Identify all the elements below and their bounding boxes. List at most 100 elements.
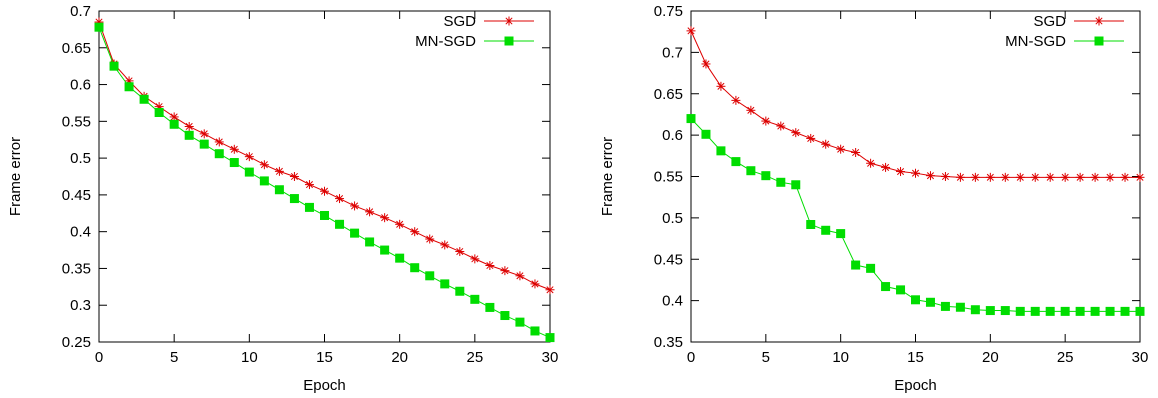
- data-point: [425, 234, 435, 244]
- data-point: [320, 186, 329, 196]
- data-point: [776, 121, 786, 131]
- marker-stroke: [971, 173, 979, 181]
- data-point: [1015, 172, 1025, 182]
- marker-stroke: [1091, 173, 1099, 181]
- data-point: [350, 228, 360, 238]
- data-point: [806, 133, 816, 143]
- marker-stroke: [822, 140, 830, 148]
- data-point: [425, 271, 435, 281]
- marker-stroke: [516, 272, 524, 280]
- data-point: [896, 285, 906, 295]
- y-tick-label: 0.65: [654, 86, 683, 103]
- data-point: [545, 285, 555, 295]
- data-point: [214, 149, 224, 159]
- marker-stroke: [366, 208, 374, 216]
- data-point: [545, 333, 555, 343]
- marker-stroke: [896, 167, 905, 176]
- data-point: [289, 172, 299, 181]
- data-point: [395, 219, 405, 229]
- marker-stroke: [1095, 17, 1103, 25]
- legend-label: SGD: [1033, 13, 1066, 30]
- marker-stroke: [411, 228, 419, 236]
- x-axis-label: Epoch: [303, 377, 346, 394]
- data-point: [701, 129, 711, 139]
- marker-stroke: [351, 202, 359, 210]
- x-tick-label: 15: [316, 349, 333, 366]
- data-point: [881, 162, 891, 172]
- data-point: [530, 279, 540, 289]
- data-point: [1135, 172, 1145, 182]
- data-point: [440, 240, 450, 250]
- data-point: [139, 94, 149, 104]
- data-point: [940, 172, 950, 181]
- marker-stroke: [1076, 173, 1084, 181]
- data-point: [746, 166, 756, 176]
- data-point: [199, 139, 209, 149]
- data-point: [836, 144, 846, 154]
- marker-stroke: [1001, 173, 1009, 181]
- data-point: [274, 185, 284, 195]
- marker-stroke: [777, 122, 785, 130]
- y-tick-label: 0.4: [662, 293, 683, 310]
- marker-stroke: [185, 122, 193, 131]
- marker-stroke: [1121, 173, 1129, 181]
- marker-stroke: [986, 173, 994, 181]
- x-tick-label: 10: [832, 349, 849, 366]
- legend-label: MN-SGD: [415, 33, 476, 50]
- data-point: [911, 295, 920, 305]
- data-point: [94, 22, 104, 32]
- data-point: [154, 108, 164, 118]
- data-point: [304, 180, 314, 190]
- y-tick-label: 0.7: [70, 3, 91, 20]
- marker-stroke: [501, 267, 509, 275]
- x-tick-label: 25: [466, 349, 483, 366]
- data-point: [866, 158, 876, 168]
- marker-stroke: [275, 167, 283, 175]
- marker-stroke: [911, 169, 920, 177]
- legend-label: SGD: [443, 13, 476, 30]
- data-point: [955, 172, 965, 182]
- data-point: [851, 148, 861, 158]
- data-point: [380, 213, 390, 223]
- marker-stroke: [441, 241, 449, 249]
- marker-stroke: [260, 161, 268, 169]
- data-point: [731, 95, 741, 105]
- y-tick-label: 0.7: [662, 44, 683, 61]
- data-point: [440, 279, 450, 289]
- y-tick-label: 0.65: [62, 40, 91, 57]
- marker-stroke: [505, 17, 513, 25]
- data-point: [925, 297, 935, 307]
- data-point: [716, 146, 726, 156]
- y-tick-label: 0.45: [654, 251, 683, 268]
- data-point: [686, 114, 696, 124]
- data-point: [515, 271, 525, 281]
- data-point: [1105, 172, 1115, 182]
- data-point: [229, 144, 239, 154]
- y-tick-label: 0.55: [654, 169, 683, 186]
- data-point: [500, 266, 510, 276]
- marker-stroke: [1016, 173, 1024, 181]
- data-point: [274, 166, 284, 176]
- data-point: [169, 119, 179, 129]
- x-tick-label: 30: [1132, 349, 1149, 366]
- marker-stroke: [381, 214, 389, 222]
- marker-stroke: [305, 181, 314, 189]
- data-point: [1090, 306, 1100, 316]
- legend-label: MN-SGD: [1005, 33, 1066, 50]
- y-tick-label: 0.25: [62, 334, 91, 351]
- marker-stroke: [456, 247, 464, 256]
- y-tick-label: 0.4: [70, 224, 91, 241]
- data-point: [1120, 306, 1130, 316]
- series-sgd: [94, 17, 555, 295]
- x-tick-label: 0: [95, 349, 103, 366]
- data-point: [985, 172, 995, 182]
- marker-stroke: [1046, 173, 1054, 181]
- data-point: [836, 229, 846, 239]
- marker-stroke: [717, 82, 725, 90]
- data-point: [259, 176, 269, 186]
- x-axis-label: Epoch: [894, 377, 937, 394]
- series-sgd: [686, 26, 1145, 182]
- y-tick-label: 0.75: [654, 3, 683, 20]
- data-point: [925, 171, 935, 181]
